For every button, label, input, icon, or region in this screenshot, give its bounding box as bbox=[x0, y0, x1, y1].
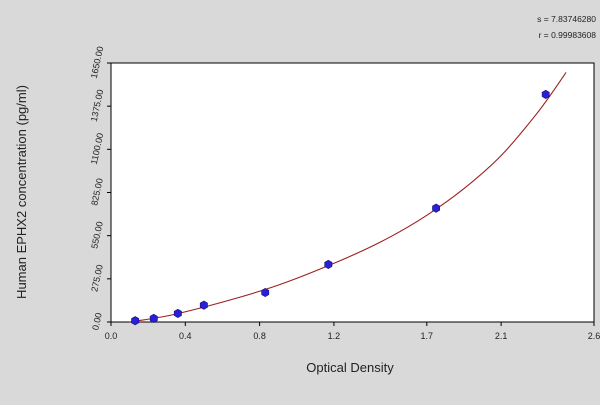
y-tick-label: 275.00 bbox=[89, 264, 105, 293]
series-layer bbox=[129, 72, 567, 326]
y-axis-label: Human EPHX2 concentration (pg/ml) bbox=[14, 85, 29, 299]
plot-area bbox=[110, 62, 595, 323]
x-axis: 0.0 0.4 0.8 1.2 1.7 2.1 2.6 bbox=[105, 322, 600, 341]
stat-r-value: r = 0.99983608 bbox=[539, 30, 597, 40]
y-tick-label: 1375.00 bbox=[89, 89, 106, 123]
x-axis-label: Optical Density bbox=[306, 360, 394, 375]
data-point bbox=[149, 313, 158, 323]
y-tick-label: 1650.00 bbox=[89, 45, 106, 79]
data-point bbox=[541, 89, 550, 99]
y-tick-label: 550.00 bbox=[89, 221, 105, 250]
data-point bbox=[173, 308, 182, 318]
x-tick-label: 2.6 bbox=[588, 331, 600, 341]
y-tick-label: 1100.00 bbox=[89, 132, 105, 165]
y-tick-label: 825.00 bbox=[89, 177, 105, 206]
data-point bbox=[324, 259, 333, 269]
x-tick-label: 0.8 bbox=[253, 331, 266, 341]
data-point bbox=[199, 300, 208, 310]
x-tick-label: 0.4 bbox=[179, 331, 192, 341]
x-tick-label: 2.1 bbox=[495, 331, 508, 341]
y-tick-label: 0.00 bbox=[90, 312, 103, 331]
x-tick-label: 0.0 bbox=[105, 331, 118, 341]
x-tick-label: 1.2 bbox=[328, 331, 341, 341]
x-tick-label: 1.7 bbox=[421, 331, 434, 341]
data-point bbox=[131, 316, 140, 326]
y-axis: 0.00 275.00 550.00 825.00 1100.00 1375.00 1650… bbox=[89, 45, 111, 331]
data-point bbox=[432, 203, 441, 213]
stat-s-value: s = 7.83746280 bbox=[537, 14, 596, 24]
data-point bbox=[261, 287, 270, 298]
